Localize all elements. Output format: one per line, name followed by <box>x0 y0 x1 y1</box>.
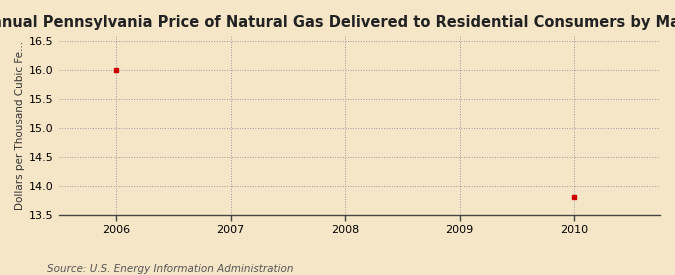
Text: Source: U.S. Energy Information Administration: Source: U.S. Energy Information Administ… <box>47 264 294 274</box>
Y-axis label: Dollars per Thousand Cubic Fe...: Dollars per Thousand Cubic Fe... <box>15 40 25 210</box>
Title: Annual Pennsylvania Price of Natural Gas Delivered to Residential Consumers by M: Annual Pennsylvania Price of Natural Gas… <box>0 15 675 30</box>
